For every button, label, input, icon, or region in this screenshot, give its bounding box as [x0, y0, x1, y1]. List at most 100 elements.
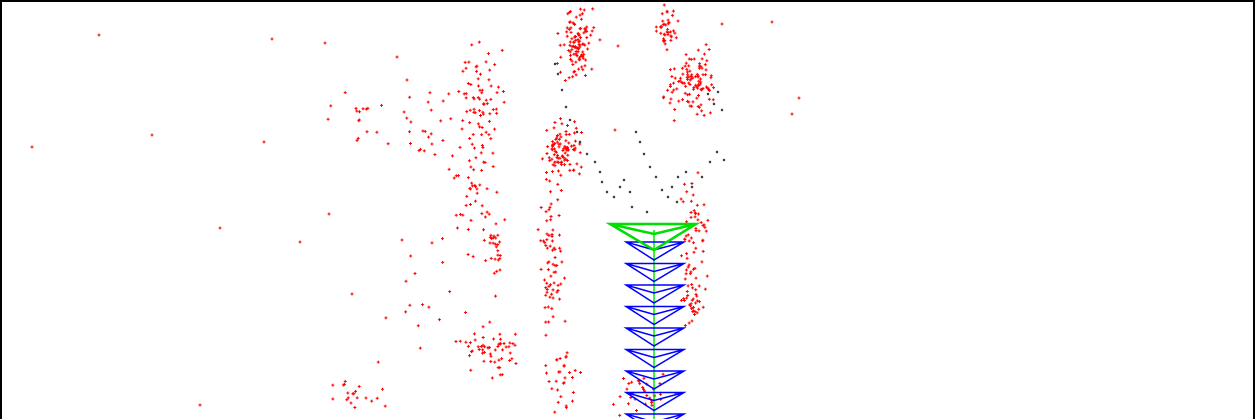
map-point — [577, 172, 581, 176]
map-point — [574, 38, 578, 42]
map-point — [559, 135, 563, 139]
map-point — [416, 324, 420, 328]
map-point — [574, 73, 578, 77]
map-point — [556, 289, 560, 293]
map-point — [563, 376, 567, 380]
map-point — [439, 119, 443, 123]
map-point — [545, 287, 549, 291]
map-point — [421, 303, 425, 307]
map-point — [357, 384, 361, 388]
map-point — [585, 25, 589, 29]
map-point — [558, 246, 562, 250]
map-point — [666, 27, 670, 31]
map-point — [690, 185, 694, 189]
map-point — [491, 108, 495, 112]
map-point — [408, 141, 412, 145]
map-point — [616, 44, 620, 48]
map-point — [567, 141, 571, 145]
map-point — [685, 77, 689, 81]
map-point — [496, 233, 500, 237]
map-point — [489, 256, 493, 260]
map-point — [488, 241, 492, 245]
map-point — [573, 148, 577, 152]
map-point — [567, 132, 571, 136]
map-point — [551, 262, 555, 266]
map-point — [570, 59, 574, 63]
map-point — [680, 254, 684, 258]
map-point — [489, 233, 493, 237]
map-point — [502, 341, 506, 345]
map-point — [471, 132, 475, 136]
map-point — [618, 395, 622, 399]
map-point — [627, 382, 631, 386]
map-point — [499, 337, 503, 341]
map-point — [331, 383, 335, 387]
map-point — [555, 134, 559, 138]
map-point — [551, 315, 555, 319]
map-point — [478, 72, 482, 76]
map-point — [460, 127, 464, 131]
map-point — [694, 301, 698, 305]
map-point — [568, 10, 572, 14]
map-point — [361, 107, 365, 111]
map-point — [551, 296, 555, 300]
map-point — [694, 83, 698, 87]
map-point — [550, 144, 554, 148]
map-point — [262, 140, 266, 144]
map-point — [567, 76, 571, 80]
map-point — [323, 41, 327, 45]
map-point — [483, 215, 487, 219]
map-point — [557, 213, 561, 217]
map-point — [568, 168, 572, 172]
map-point — [583, 64, 587, 68]
map-point — [710, 83, 714, 87]
map-point — [375, 130, 379, 134]
map-point — [452, 176, 456, 180]
map-point — [625, 387, 629, 391]
map-point — [470, 181, 474, 185]
map-point — [556, 283, 560, 287]
map-point — [491, 241, 495, 245]
map-point — [665, 30, 669, 34]
map-point — [553, 164, 557, 168]
map-point — [565, 26, 569, 30]
map-point — [683, 64, 687, 68]
map-point — [558, 297, 562, 301]
map-point — [552, 153, 556, 157]
map-point — [635, 409, 639, 413]
map-point — [668, 85, 672, 89]
map-point — [552, 270, 556, 274]
map-point — [673, 31, 677, 35]
map-point — [703, 63, 707, 67]
map-point — [566, 12, 570, 16]
keyframe-frustum — [623, 348, 687, 369]
map-point — [696, 104, 700, 108]
map-point — [556, 198, 560, 202]
map-point — [680, 66, 684, 70]
map-point — [544, 177, 548, 181]
map-point — [458, 339, 462, 343]
map-point — [571, 75, 575, 79]
map-point — [493, 127, 497, 131]
map-point — [562, 43, 566, 47]
map-point — [468, 108, 472, 112]
map-point — [539, 205, 543, 209]
map-point — [366, 106, 370, 110]
map-point — [700, 57, 704, 61]
map-point — [580, 12, 584, 16]
map-point — [413, 272, 417, 276]
map-point — [573, 45, 577, 49]
map-point — [700, 175, 704, 179]
map-point — [466, 344, 470, 348]
map-point — [669, 35, 673, 39]
map-point — [570, 37, 574, 41]
map-point — [572, 131, 576, 135]
map-point — [549, 218, 553, 222]
map-point — [441, 99, 445, 103]
map-point — [545, 281, 549, 285]
map-point — [350, 292, 354, 296]
map-point — [690, 283, 694, 287]
map-point — [692, 312, 696, 316]
